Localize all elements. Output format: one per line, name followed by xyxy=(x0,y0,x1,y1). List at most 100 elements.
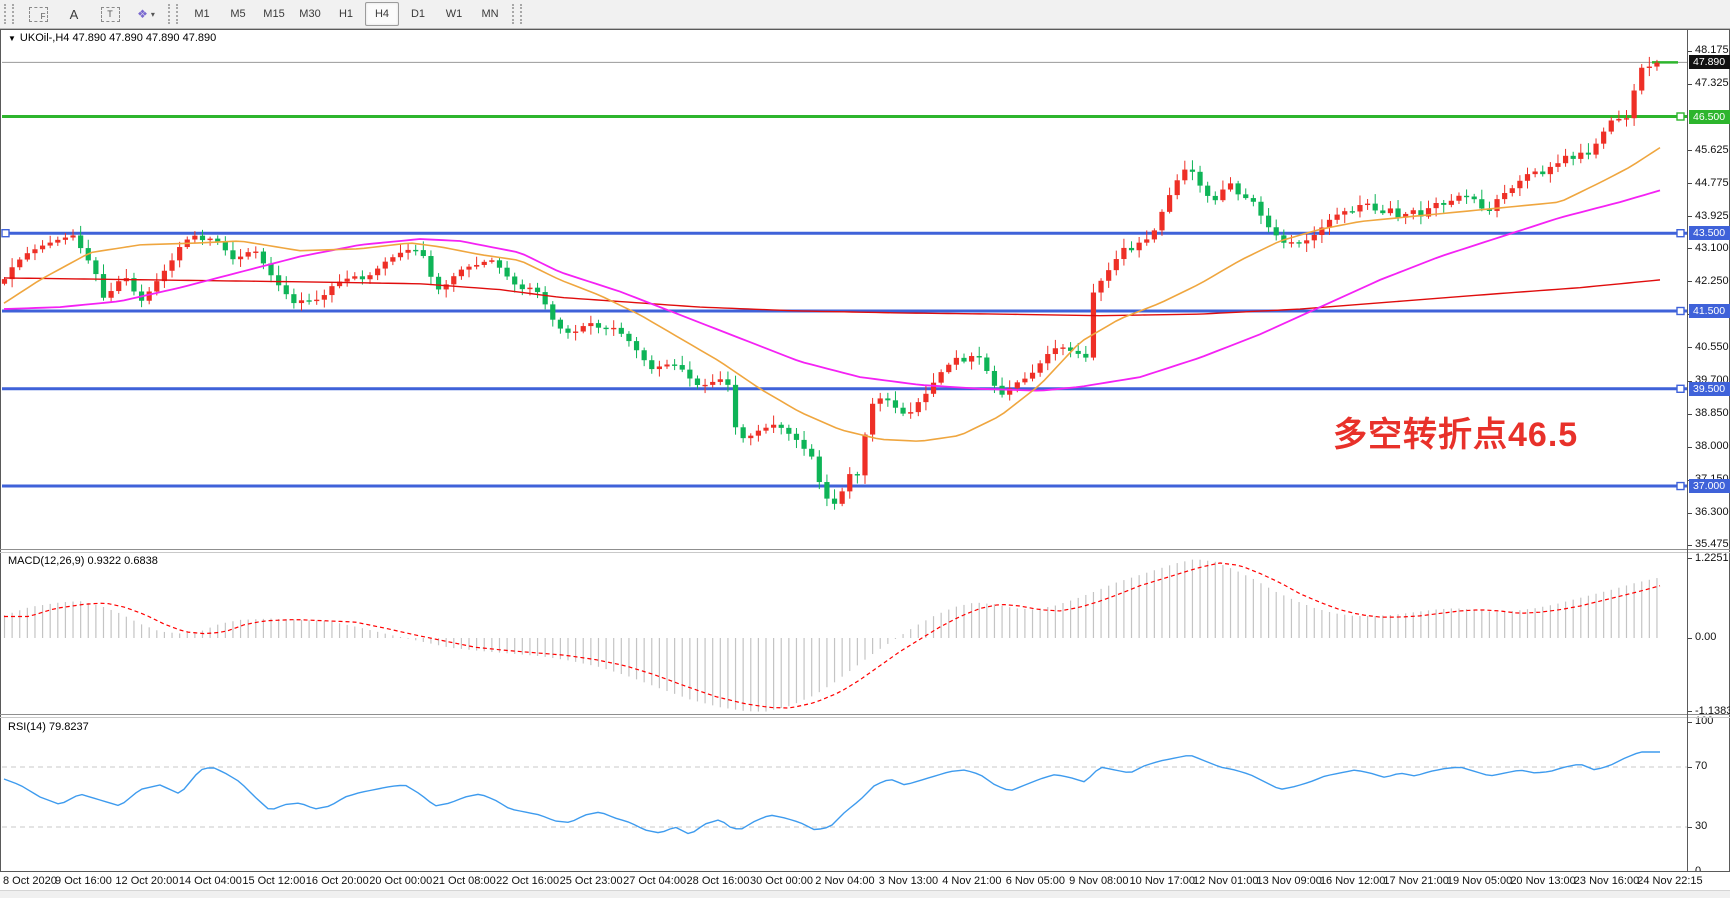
candle-body xyxy=(793,433,800,440)
candle-body xyxy=(1151,230,1157,240)
candle-body xyxy=(1250,198,1256,202)
candle-body xyxy=(390,257,396,262)
candle-body xyxy=(1304,240,1310,244)
tab-timeframe-M15[interactable]: M15 xyxy=(263,8,285,20)
text-label-button[interactable]: T xyxy=(93,2,127,26)
candle-body xyxy=(420,250,426,257)
price-label: 38.000 xyxy=(1695,440,1729,453)
candle-body xyxy=(534,287,541,293)
window-bottom-strip xyxy=(0,890,1730,898)
indicators-frame-button[interactable]: F xyxy=(21,2,55,26)
toolbar-grip[interactable] xyxy=(512,4,522,24)
candle-body xyxy=(1014,382,1020,389)
price-tick xyxy=(1687,347,1692,349)
tab-timeframe-MN[interactable]: MN xyxy=(481,8,499,20)
rsi-label: 100 xyxy=(1695,715,1714,727)
timeframe-bar: M1 M5 M15 M30 H1 H4 D1 W1 MN xyxy=(184,2,508,26)
time-label: 6 Nov 05:00 xyxy=(1005,875,1066,887)
line-anchor[interactable] xyxy=(1676,112,1685,121)
rsi-label: RSI(14) 79.8237 xyxy=(8,721,89,733)
pane-divider[interactable] xyxy=(0,717,1730,718)
candle-body xyxy=(1494,199,1500,211)
tab-timeframe-M1[interactable]: M1 xyxy=(194,8,210,20)
price-tick xyxy=(1687,446,1692,448)
line-anchor[interactable] xyxy=(1,228,10,238)
candle-body xyxy=(588,323,594,327)
tab-timeframe-M5[interactable]: M5 xyxy=(230,8,246,20)
candle-body xyxy=(755,430,761,436)
candle-body xyxy=(1639,67,1645,91)
time-label: 9 Nov 08:00 xyxy=(1069,875,1129,887)
candle-body xyxy=(771,424,777,428)
candle-body xyxy=(946,364,952,373)
candle-body xyxy=(1235,183,1241,195)
candle-body xyxy=(664,364,670,367)
toolbar-grip[interactable] xyxy=(168,4,178,24)
candle-body xyxy=(1410,210,1416,214)
tab-timeframe-W1[interactable]: W1 xyxy=(445,8,463,20)
candle-body xyxy=(786,427,792,434)
price-label: 35.475 xyxy=(1695,538,1729,551)
pane-divider[interactable] xyxy=(0,549,1730,550)
pane-divider[interactable] xyxy=(0,552,1730,553)
font-a-button[interactable]: A xyxy=(57,2,91,26)
candle-body xyxy=(367,275,373,280)
candle-body xyxy=(1029,372,1036,379)
annotation-text[interactable]: 多空转折点46.5 xyxy=(1333,416,1579,454)
candle-body xyxy=(116,281,122,292)
macd-signal-line xyxy=(4,562,1661,709)
time-label: 21 Oct 08:00 xyxy=(432,875,496,887)
candle-body xyxy=(1578,152,1584,159)
candle-body xyxy=(1113,259,1119,271)
pane-divider[interactable] xyxy=(0,714,1730,715)
styles-button[interactable]: ❖ ▾ xyxy=(129,2,163,26)
candle-body xyxy=(336,281,343,287)
rsi-tick xyxy=(1687,721,1692,723)
candle-body xyxy=(260,251,267,264)
line-anchor[interactable] xyxy=(1676,306,1685,316)
candle-body xyxy=(877,398,883,404)
candle-body xyxy=(1007,388,1013,395)
candle-body xyxy=(1052,348,1058,355)
line-anchor[interactable] xyxy=(1676,228,1685,238)
candle-body xyxy=(557,319,563,329)
price-tick xyxy=(1687,380,1692,382)
tab-timeframe-H4[interactable]: H4 xyxy=(365,2,399,26)
candle-body xyxy=(359,276,366,280)
macd-tick xyxy=(1687,711,1692,713)
price-tick xyxy=(1687,50,1692,52)
candle-body xyxy=(1288,242,1295,244)
line-anchor[interactable] xyxy=(1676,384,1685,393)
time-axis[interactable]: 8 Oct 2020 9 Oct 16:00 12 Oct 20:00 14 Oct … xyxy=(0,872,1730,890)
time-label: 3 Nov 13:00 xyxy=(878,875,939,887)
collapse-icon[interactable]: ▼ xyxy=(8,34,16,43)
candle-body xyxy=(458,269,464,277)
candle-body xyxy=(1631,90,1637,119)
candle-body xyxy=(39,245,46,250)
tab-timeframe-D1[interactable]: D1 xyxy=(410,8,426,20)
time-label: 19 Nov 05:00 xyxy=(1446,875,1513,887)
candle-body xyxy=(923,393,929,403)
candle-body xyxy=(908,412,914,414)
price-label: 42.250 xyxy=(1695,274,1729,287)
candle-body xyxy=(1258,201,1264,216)
time-label: 27 Oct 04:00 xyxy=(623,875,687,887)
candle-body xyxy=(611,327,617,330)
tab-timeframe-M30[interactable]: M30 xyxy=(299,8,321,20)
candle-body xyxy=(268,263,274,276)
candle-body xyxy=(405,249,411,253)
toolbar-grip[interactable] xyxy=(4,4,14,24)
candle-body xyxy=(930,382,937,394)
candle-body xyxy=(1448,200,1454,205)
candle-body xyxy=(1555,163,1561,167)
candle-body xyxy=(580,326,586,332)
candle-body xyxy=(1403,213,1409,218)
line-anchor[interactable] xyxy=(1676,481,1685,491)
time-label: 22 Oct 16:00 xyxy=(496,875,560,887)
candle-body xyxy=(725,379,731,385)
tab-timeframe-H1[interactable]: H1 xyxy=(338,8,354,20)
candle-body xyxy=(1022,378,1028,383)
candle-body xyxy=(245,252,251,257)
ma-magenta-line xyxy=(3,189,1661,392)
